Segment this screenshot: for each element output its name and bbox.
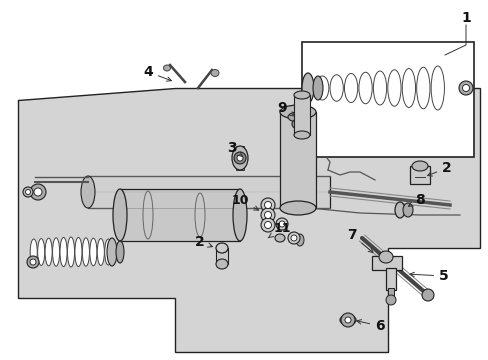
Ellipse shape: [30, 239, 37, 265]
Ellipse shape: [416, 67, 429, 109]
Bar: [302, 42, 473, 157]
Ellipse shape: [293, 91, 309, 99]
Ellipse shape: [274, 234, 285, 242]
Ellipse shape: [387, 70, 400, 106]
Ellipse shape: [430, 66, 444, 110]
Ellipse shape: [67, 237, 74, 267]
Circle shape: [264, 202, 271, 208]
Circle shape: [261, 198, 274, 212]
Circle shape: [264, 221, 271, 229]
Text: 2: 2: [195, 235, 212, 249]
Bar: [280, 112, 315, 208]
Ellipse shape: [402, 68, 415, 108]
Ellipse shape: [113, 189, 127, 241]
Bar: [216, 248, 227, 264]
Circle shape: [30, 259, 36, 265]
Ellipse shape: [116, 241, 124, 263]
Ellipse shape: [287, 112, 307, 122]
Text: 5: 5: [409, 269, 448, 283]
Ellipse shape: [291, 119, 304, 129]
Ellipse shape: [82, 238, 89, 266]
Ellipse shape: [312, 76, 323, 100]
Polygon shape: [18, 88, 479, 352]
Ellipse shape: [295, 234, 304, 246]
Circle shape: [462, 85, 468, 91]
Ellipse shape: [315, 76, 328, 100]
Bar: [88, 176, 329, 208]
Ellipse shape: [373, 71, 386, 105]
Circle shape: [261, 218, 274, 232]
Bar: [236, 146, 244, 170]
Ellipse shape: [107, 238, 117, 266]
Ellipse shape: [293, 131, 309, 139]
Ellipse shape: [411, 161, 427, 171]
Ellipse shape: [394, 202, 404, 218]
Circle shape: [34, 188, 42, 196]
Ellipse shape: [358, 72, 371, 104]
Circle shape: [340, 313, 354, 327]
Ellipse shape: [216, 243, 227, 253]
Ellipse shape: [52, 238, 60, 266]
Circle shape: [30, 184, 46, 200]
Circle shape: [234, 152, 245, 164]
Ellipse shape: [231, 146, 247, 170]
Text: 2: 2: [427, 161, 451, 176]
Bar: [293, 95, 309, 135]
Text: 10: 10: [231, 194, 258, 210]
Ellipse shape: [402, 203, 412, 217]
Ellipse shape: [104, 239, 112, 265]
Ellipse shape: [280, 201, 315, 215]
Circle shape: [237, 155, 243, 161]
Ellipse shape: [385, 295, 395, 305]
Ellipse shape: [38, 239, 44, 265]
Text: 1: 1: [460, 11, 470, 25]
Bar: [387, 288, 393, 300]
Bar: [120, 189, 240, 241]
Bar: [385, 268, 395, 290]
Circle shape: [287, 232, 299, 244]
Text: 6: 6: [356, 319, 384, 333]
Circle shape: [25, 189, 30, 194]
Circle shape: [264, 212, 271, 219]
Circle shape: [27, 256, 39, 268]
Circle shape: [275, 218, 287, 230]
Ellipse shape: [302, 73, 313, 103]
Text: 11: 11: [267, 221, 290, 238]
Ellipse shape: [232, 189, 246, 241]
Ellipse shape: [210, 69, 219, 77]
Ellipse shape: [60, 237, 67, 267]
Text: 7: 7: [346, 228, 372, 252]
Ellipse shape: [421, 289, 433, 301]
Ellipse shape: [81, 176, 95, 208]
Ellipse shape: [45, 238, 52, 266]
Ellipse shape: [378, 251, 392, 263]
Ellipse shape: [163, 65, 170, 71]
Ellipse shape: [75, 237, 82, 267]
Text: 9: 9: [277, 101, 294, 116]
Circle shape: [345, 317, 350, 323]
Ellipse shape: [344, 73, 357, 103]
Bar: [409, 166, 429, 184]
Circle shape: [458, 81, 472, 95]
Ellipse shape: [97, 239, 104, 265]
Ellipse shape: [280, 105, 315, 119]
Circle shape: [290, 235, 296, 241]
Text: 8: 8: [407, 193, 424, 207]
Circle shape: [279, 221, 285, 227]
Text: 4: 4: [143, 65, 171, 81]
Ellipse shape: [90, 238, 97, 266]
Ellipse shape: [339, 315, 355, 325]
Text: 3: 3: [227, 141, 242, 156]
Ellipse shape: [329, 75, 343, 101]
Circle shape: [261, 208, 274, 222]
Bar: [371, 256, 401, 270]
Ellipse shape: [216, 259, 227, 269]
Circle shape: [23, 187, 33, 197]
